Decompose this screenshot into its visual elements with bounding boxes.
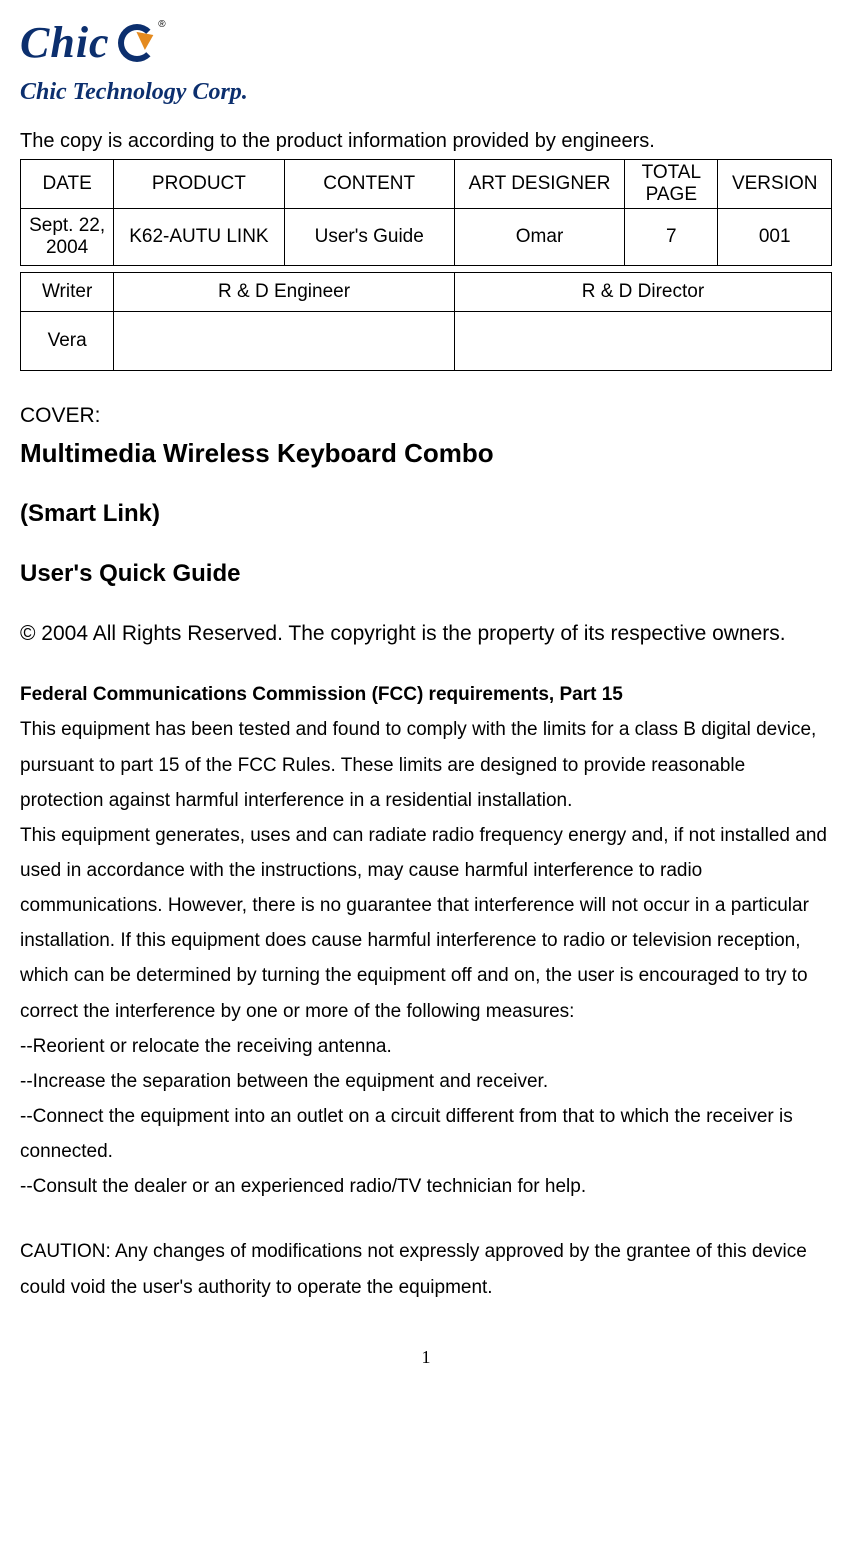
t2-engineer bbox=[114, 312, 455, 371]
cover-title-3: User's Quick Guide bbox=[20, 557, 832, 591]
t1-h-content: CONTENT bbox=[284, 160, 454, 209]
t2-h-engineer: R & D Engineer bbox=[114, 272, 455, 312]
t1-total: 7 bbox=[625, 208, 718, 265]
meta-table-2: Writer R & D Engineer R & D Director Ver… bbox=[20, 272, 832, 372]
meta-table-1: DATE PRODUCT CONTENT ART DESIGNER TOTAL … bbox=[20, 159, 832, 265]
fcc-body: This equipment has been tested and found… bbox=[20, 712, 832, 1204]
t2-writer: Vera bbox=[21, 312, 114, 371]
t1-version: 001 bbox=[718, 208, 832, 265]
t2-director bbox=[454, 312, 831, 371]
t2-h-director: R & D Director bbox=[454, 272, 831, 312]
cover-title-1: Multimedia Wireless Keyboard Combo bbox=[20, 435, 832, 471]
cover-title-2: (Smart Link) bbox=[20, 497, 832, 531]
page-number: 1 bbox=[20, 1345, 832, 1370]
t1-h-version: VERSION bbox=[718, 160, 832, 209]
t1-h-art: ART DESIGNER bbox=[454, 160, 624, 209]
fcc-heading: Federal Communications Commission (FCC) … bbox=[20, 682, 832, 709]
t2-h-writer: Writer bbox=[21, 272, 114, 312]
caution-text: CAUTION: Any changes of modifications no… bbox=[20, 1234, 832, 1304]
t1-product: K62-AUTU LINK bbox=[114, 208, 284, 265]
logo-wordmark: Chic bbox=[20, 12, 110, 74]
logo-subline: Chic Technology Corp. bbox=[20, 76, 832, 110]
copyright-text: © 2004 All Rights Reserved. The copyrigh… bbox=[20, 616, 832, 652]
t1-h-date: DATE bbox=[21, 160, 114, 209]
t1-art: Omar bbox=[454, 208, 624, 265]
t1-content: User's Guide bbox=[284, 208, 454, 265]
registered-mark: ® bbox=[158, 18, 165, 32]
t1-h-product: PRODUCT bbox=[114, 160, 284, 209]
cover-label: COVER: bbox=[20, 401, 832, 430]
logo-c-icon: ® bbox=[118, 24, 156, 62]
logo-block: Chic ® Chic Technology Corp. bbox=[20, 12, 832, 109]
intro-line: The copy is according to the product inf… bbox=[20, 127, 832, 155]
t1-h-total: TOTAL PAGE bbox=[625, 160, 718, 209]
t1-date: Sept. 22, 2004 bbox=[21, 208, 114, 265]
